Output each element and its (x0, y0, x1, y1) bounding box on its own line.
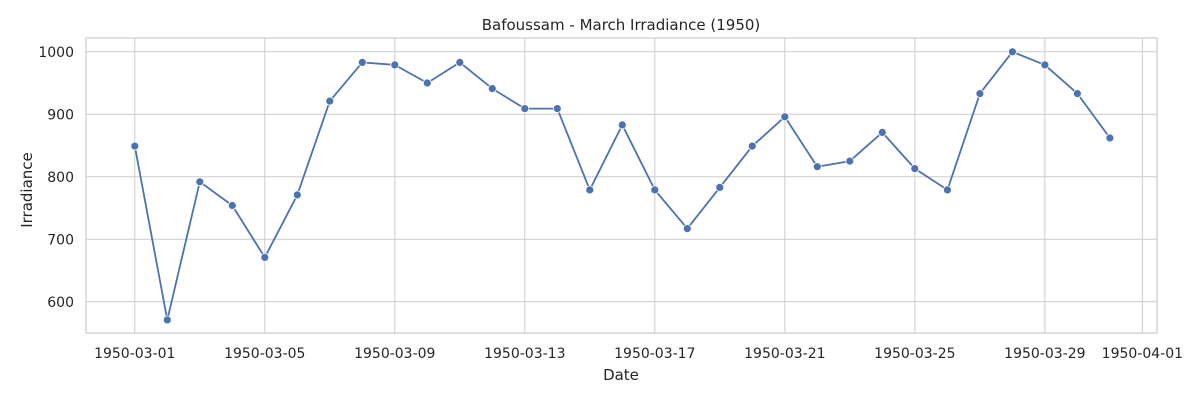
y-tick-label: 600 (47, 295, 74, 311)
x-tick-label: 1950-03-01 (94, 346, 175, 362)
data-point (1008, 47, 1017, 57)
x-gridlines (134, 38, 1143, 333)
x-tick-label: 1950-03-21 (744, 346, 825, 362)
data-point (552, 104, 562, 113)
series-layer (130, 47, 1115, 325)
data-point (650, 185, 660, 195)
y-tick-label: 900 (47, 107, 74, 123)
x-tick-labels: 1950-03-01 1950-03-05 1950-03-09 1950-03-13… (94, 346, 1183, 362)
plot-frame (85, 37, 1158, 334)
data-point (910, 164, 920, 174)
data-point (747, 141, 757, 151)
x-axis-title: Date (603, 366, 639, 384)
data-point (1105, 133, 1115, 143)
data-point (943, 185, 952, 195)
y-tick-label: 800 (47, 170, 74, 186)
x-tick-label: 1950-03-05 (224, 346, 305, 362)
data-point (292, 190, 302, 200)
data-point (975, 89, 985, 98)
data-point (130, 141, 140, 151)
y-axis-title: Irradiance (18, 152, 36, 228)
data-point (585, 185, 595, 195)
y-gridlines (86, 51, 1157, 303)
data-point (422, 78, 432, 88)
data-point (487, 84, 497, 93)
y-tick-label: 700 (47, 232, 74, 248)
y-tick-labels: 600 700 800 900 1000 (38, 45, 74, 311)
data-point (520, 104, 530, 113)
x-tick-label: 1950-03-17 (614, 346, 695, 362)
data-point (357, 58, 367, 67)
data-point (715, 182, 725, 192)
data-point (195, 177, 205, 187)
x-tick-label: 1950-03-09 (354, 346, 435, 362)
y-tick-label: 1000 (38, 45, 74, 61)
data-point (455, 58, 465, 67)
x-tick-label: 1950-03-13 (484, 346, 565, 362)
data-point (617, 120, 627, 130)
data-point (682, 224, 692, 234)
data-point (325, 96, 335, 106)
x-tick-label: 1950-03-29 (1004, 346, 1085, 362)
data-point (260, 252, 270, 262)
data-point (162, 315, 172, 325)
data-point (390, 60, 400, 70)
data-point (1073, 89, 1082, 98)
x-tick-label: 1950-04-01 (1102, 346, 1183, 362)
series-line (133, 50, 1111, 321)
data-point (812, 162, 822, 172)
data-point (227, 201, 237, 210)
data-point (845, 156, 855, 166)
x-tick-label: 1950-03-25 (874, 346, 955, 362)
data-point (780, 112, 790, 122)
chart-title: Bafoussam - March Irradiance (1950) (482, 16, 761, 34)
data-point (1040, 60, 1050, 70)
data-point (877, 127, 887, 137)
